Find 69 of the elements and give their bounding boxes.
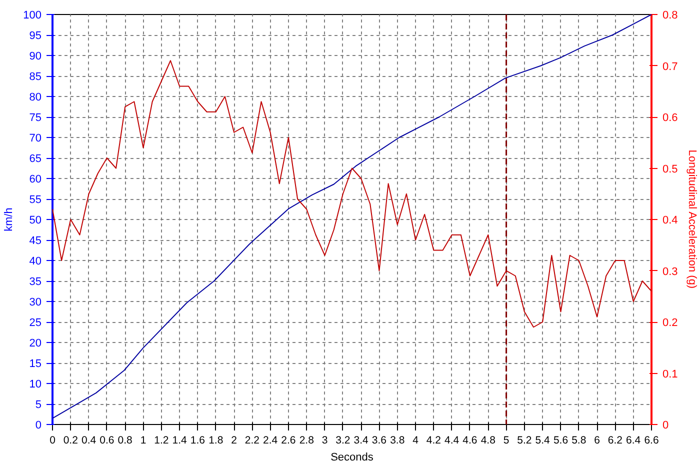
y-tick-label: 75 [29, 112, 42, 124]
x-tick-label: 3.2 [336, 434, 350, 446]
x-tick-label: 6.4 [626, 434, 641, 446]
x-tick-label: 4.2 [426, 434, 442, 446]
y-tick-label: 5 [35, 399, 42, 411]
y-tick-label: 90 [29, 50, 42, 62]
x-tick-label: 3.4 [354, 434, 369, 446]
y-tick-label: 85 [29, 71, 42, 83]
y2-tick-label: 0.6 [662, 112, 678, 124]
line-series [52, 14, 652, 419]
x-tick-label: 3 [322, 434, 328, 446]
y-tick-label: 80 [29, 92, 42, 104]
x-tick-label: 1.8 [208, 434, 224, 446]
y-tick-label: 55 [29, 194, 42, 206]
x-tick-label: 0.4 [82, 434, 96, 446]
x-tick-label: 5.8 [572, 434, 586, 446]
y-tick-label: 100 [23, 10, 42, 22]
y2-tick-label: 0.8 [662, 10, 678, 22]
x-tick-label: 5.4 [535, 434, 550, 446]
y2-tick-label: 0.4 [662, 214, 678, 226]
x-tick-label: 5 [503, 434, 510, 446]
x-tick-label: 4.4 [444, 434, 460, 446]
x-tick-label: 1.6 [190, 434, 206, 446]
x-tick-label: 2.4 [263, 434, 278, 446]
x-tick-label: 3.8 [390, 434, 405, 446]
y2-tick-label: 0.2 [662, 317, 678, 329]
x-tick-label: 0.8 [118, 434, 133, 446]
y-tick-label: 20 [29, 338, 42, 350]
x-tick-label: 5.2 [517, 434, 532, 446]
x-tick-label: 4.6 [462, 434, 478, 446]
y-tick-label: 0 [35, 420, 42, 432]
line-series [52, 60, 652, 328]
x-tick-label: 6 [594, 434, 600, 446]
x-tick-label: 0.6 [100, 434, 114, 446]
y2-tick-label: 0 [662, 420, 669, 432]
y2-axis-title: Longitudinal Acceleration (g) [686, 150, 698, 289]
y-axis-title: km/h [3, 208, 16, 232]
x-tick-label: 4.8 [480, 434, 496, 446]
x-tick-label: 1 [140, 434, 146, 446]
x-tick-label: 6.6 [644, 434, 659, 446]
x-tick-label: 0.2 [63, 434, 78, 446]
y-tick-label: 40 [29, 256, 42, 268]
x-tick-label: 2 [231, 434, 238, 446]
x-tick-label: 2.8 [299, 434, 314, 446]
x-tick-label: 0 [50, 434, 56, 446]
y-tick-label: 70 [29, 132, 42, 144]
x-tick-label: 2.6 [281, 434, 296, 446]
y-tick-label: 25 [29, 317, 42, 329]
y2-tick-label: 0.3 [662, 266, 678, 278]
y2-tick-label: 0.1 [662, 368, 678, 380]
y-tick-label: 10 [29, 378, 42, 390]
y-tick-label: 65 [29, 153, 42, 165]
y-tick-label: 35 [29, 276, 42, 288]
y2-tick-label: 0.5 [662, 163, 678, 176]
y-tick-label: 30 [29, 296, 42, 308]
y2-tick-label: 0.7 [662, 60, 678, 73]
x-tick-label: 6.2 [608, 434, 623, 446]
y-tick-label: 60 [29, 174, 42, 186]
y-tick-label: 45 [29, 235, 42, 247]
y-tick-label: 15 [29, 358, 42, 370]
x-axis-title: Seconds [330, 452, 374, 464]
x-tick-label: 2.2 [244, 434, 260, 446]
x-tick-label: 3.6 [372, 434, 387, 446]
y-tick-label: 50 [29, 214, 42, 226]
x-tick-label: 4 [412, 434, 419, 446]
x-tick-label: 1.4 [172, 434, 188, 446]
y-tick-label: 95 [29, 30, 42, 42]
x-tick-label: 1.2 [154, 434, 169, 446]
x-tick-label: 5.6 [553, 434, 568, 446]
